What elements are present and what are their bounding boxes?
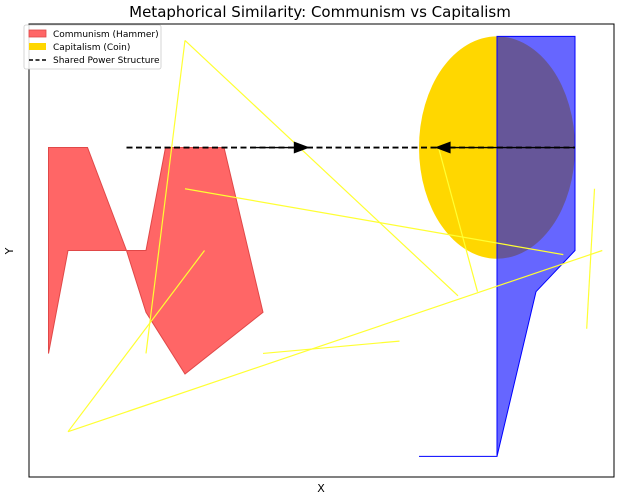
- communism-hammer-shape: [48, 147, 264, 375]
- plot-frame: [28, 23, 615, 478]
- y-axis-label: Y: [3, 247, 16, 255]
- yellow-line-3: [184, 188, 564, 256]
- chart-title: Metaphorical Similarity: Communism vs Ca…: [129, 3, 511, 21]
- yellow-line-6: [437, 147, 479, 292]
- legend: Communism (Hammer) Capitalism (Coin) Sha…: [23, 24, 162, 70]
- yellow-line-2: [145, 40, 186, 354]
- yellow-line-7: [586, 188, 596, 329]
- legend-label-communism: Communism (Hammer): [53, 30, 159, 40]
- legend-swatch-communism: [28, 29, 47, 38]
- legend-frame: [23, 24, 162, 70]
- legend-label-shared-power: Shared Power Structure: [53, 56, 160, 66]
- plot-area: [48, 35, 603, 457]
- yellow-line-1: [184, 40, 459, 297]
- yellow-line-4: [67, 250, 205, 433]
- arrow-head-1: [293, 141, 310, 154]
- yellow-line-5: [67, 249, 603, 433]
- legend-label-capitalism: Capitalism (Coin): [53, 43, 130, 53]
- yellow-line-8: [262, 340, 400, 355]
- legend-swatch-capitalism: [29, 43, 46, 50]
- blue-overlay-shape: [419, 35, 576, 457]
- arrow-head-2: [434, 141, 451, 154]
- x-axis-label: X: [317, 482, 325, 495]
